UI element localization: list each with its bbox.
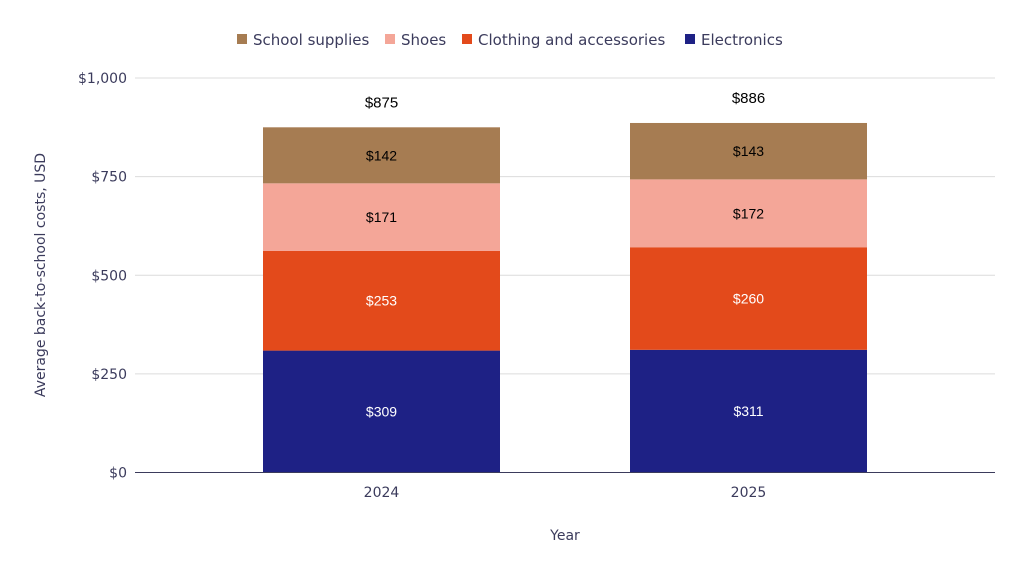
legend: School supplies Shoes Clothing and accesso… [237,31,783,49]
x-axis-ticks: 2024 2025 [364,485,767,501]
bar-segment-shoes [263,183,500,251]
x-tick-label: 2025 [731,485,767,501]
legend-label: Electronics [701,31,783,49]
bar-segment-electronics [263,350,500,473]
x-tick-label: 2024 [364,485,400,501]
total-label: $875 [365,94,398,111]
legend-item: Clothing and accessories [462,31,665,49]
data-label: $260 [733,291,764,307]
y-tick-label: $1,000 [78,71,127,87]
data-label: $172 [733,205,764,221]
legend-item: Shoes [385,31,446,49]
legend-swatch [385,34,395,44]
y-tick-label: $500 [91,268,127,284]
y-tick-label: $250 [91,367,127,383]
data-label: $309 [366,404,397,420]
legend-label: Clothing and accessories [478,31,665,49]
data-label: $142 [366,147,397,163]
bar-segment-shoes [630,179,867,248]
legend-label: Shoes [401,31,446,49]
data-label: $311 [733,403,763,419]
bar-segment-electronics [630,349,867,473]
bars: $309 $253 $171 $142 $875 $311 $260 $172 $143 $886 [263,90,867,473]
total-label: $886 [732,90,765,107]
legend-label: School supplies [253,31,369,49]
bar-segment-school-supplies [630,122,867,180]
x-axis-title: Year [549,528,580,544]
data-label: $171 [366,209,397,225]
y-tick-label: $0 [109,466,127,482]
y-axis-title: Average back-to-school costs, USD [33,153,49,397]
data-label: $143 [733,143,764,159]
legend-swatch [685,34,695,44]
legend-item: School supplies [237,31,369,49]
y-axis-ticks: $0 $250 $500 $750 $1,000 [78,71,127,482]
y-tick-label: $750 [91,170,127,186]
bar-segment-clothing-and-accessories [630,247,867,350]
bar-segment-clothing-and-accessories [263,250,500,351]
legend-item: Electronics [685,31,783,49]
bar-segment-school-supplies [263,127,500,184]
legend-swatch [237,34,247,44]
data-label: $253 [366,293,397,309]
legend-swatch [462,34,472,44]
